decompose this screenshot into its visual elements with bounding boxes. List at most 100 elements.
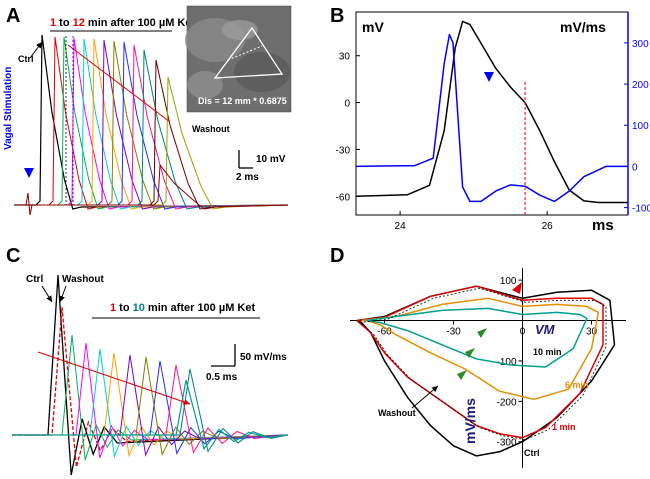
panel-c-trend-arrow (37, 351, 191, 405)
panel-c-trace-8 (12, 364, 289, 454)
panel-b-left-unit: mV (362, 19, 384, 35)
panel-a-title-rest: min after 100 µM Ket (85, 17, 196, 29)
panel-a-vagal-label: Vagal Stimulation (3, 67, 14, 150)
panel-b-ytick-left-label: 0 (344, 99, 350, 110)
panel-c-trace-10 (12, 379, 289, 451)
panel-a-trace-10 (14, 49, 289, 210)
panel-a-trace-small (14, 163, 289, 210)
panel-a-title-start: 1 (50, 17, 56, 29)
panel-d-series-10-min (365, 307, 588, 368)
panel-d-xtick-label: 30 (586, 327, 598, 338)
panel-d-xtick-label: -60 (377, 327, 392, 338)
panel-a-trace-1 (14, 36, 289, 210)
inset-triangle (213, 26, 284, 79)
panel-d-ytick-label: -300 (496, 438, 516, 449)
panel-c-trace-7 (12, 360, 289, 455)
panel-c-trace-5 (12, 354, 289, 457)
panel-a-washout-line (67, 44, 171, 123)
panel-a-trace-2 (14, 36, 289, 210)
panel-b-ytick-left-label: -30 (336, 145, 351, 156)
panel-b-letter: B (330, 5, 344, 27)
panel-d-series-6-min (361, 297, 600, 401)
panel-b-xtick-label: 24 (395, 221, 407, 232)
panel-c-trace-9 (12, 368, 289, 453)
panel-d-y-label: mV/ms (462, 398, 478, 444)
panel-d-x-label: VM (535, 322, 556, 337)
panel-b-series-0 (355, 20, 628, 204)
panel-a-trace-6 (14, 39, 289, 210)
panel-d-letter: D (330, 245, 344, 267)
panel-b-ytick-left-label: 30 (339, 52, 351, 63)
panel-c-ctrl-arrow (41, 285, 53, 303)
panel-a-scale-t-label: 2 ms (236, 172, 259, 183)
panel-a-trace-7 (14, 40, 289, 210)
panel-d-xtick-label: -30 (446, 327, 461, 338)
panel-d-marker-green-2 (465, 348, 475, 358)
panel-b-marker (484, 72, 494, 82)
panel-c-title-end: 10 (133, 302, 145, 314)
panel-c-trace-2 (12, 342, 289, 459)
panel-c-title-mid: to (116, 302, 133, 314)
panel-a-traces (14, 34, 289, 216)
panel-a-title-end: 12 (73, 17, 85, 29)
panel-d-ytick-label: -200 (496, 397, 516, 408)
panel-b-ytick-right-label: -100 (632, 204, 650, 215)
panel-d-ytick-label: 100 (500, 276, 517, 287)
panel-c-scale-v-label: 50 mV/ms (240, 352, 287, 363)
panel-a-stim-artifact (25, 192, 33, 216)
panel-d-label-ctrl: Ctrl (524, 448, 540, 458)
panel-a-trace-5 (14, 38, 289, 210)
inset-photo: Dis = 12 mm * 0.6875 (185, 5, 292, 113)
panel-c-title-rest: min after 100 µM Ket (145, 302, 256, 314)
panel-b-x-unit: ms (592, 217, 614, 234)
panel-a-trace-9 (14, 44, 289, 210)
panel-a-trace-8 (14, 41, 289, 210)
panel-d-x-label-text: VM (535, 322, 556, 337)
panel-d-label-1min: 1 min (552, 422, 576, 432)
panel-a-trace-3 (14, 37, 289, 210)
panel-d-label-6min: 6 min (565, 380, 589, 390)
panel-a-scale-v-label: 10 mV (256, 154, 286, 165)
panel-b-ytick-right-label: 100 (632, 121, 649, 132)
panel-a-washout-label: Washout (192, 124, 230, 134)
panel-a-vagal-marker (24, 168, 34, 178)
panel-b-right-unit: mV/ms (560, 19, 606, 35)
panel-b-frame (355, 11, 629, 216)
panel-d-xtick-label: 0 (520, 327, 526, 338)
panel-d-label-10min: 10 min (533, 347, 562, 357)
panel-a-ctrl-label: Ctrl (18, 54, 34, 64)
panel-a-trace-12 (14, 76, 289, 210)
panel-c-title: 1 to 10 min after 100 µM Ket (110, 302, 255, 314)
panel-d-label-washout: Washout (378, 408, 416, 418)
panel-d-ytick-label: -100 (496, 357, 516, 368)
panel-a-ctrl-arrow (29, 41, 43, 59)
panel-d-washout-arrow (411, 385, 439, 409)
panel-d-marker-red (512, 282, 522, 294)
panel-a-letter: A (6, 5, 20, 27)
panel-a: A 1 to 12 min after 100 µM Ket Dis = 12 … (3, 5, 292, 216)
panel-b-ytick-right-label: 300 (632, 39, 649, 50)
panel-a-title: 1 to 12 min after 100 µM Ket (50, 17, 195, 29)
panel-a-title-mid: to (56, 17, 73, 29)
panel-c-trace-3 (12, 348, 289, 459)
panel-b-series-1 (355, 33, 628, 203)
panel-c-title-start: 1 (110, 302, 116, 314)
panel-a-trace-11 (14, 59, 289, 210)
panel-c-washout-arrow (59, 285, 67, 303)
panel-b-ytick-right-label: 200 (632, 80, 649, 91)
panel-b-ytick-left-label: -60 (336, 192, 351, 203)
panel-c-ctrl-label: Ctrl (26, 274, 43, 285)
panel-d-washout-dotted (359, 287, 607, 441)
panel-c-washout-label: Washout (62, 274, 105, 285)
panel-c: C Ctrl Washout 1 to 10 min after 100 µM … (6, 245, 289, 476)
panel-b-xtick-label: 26 (542, 221, 554, 232)
panel-b-ytick-right-label: 0 (632, 162, 638, 173)
panel-d-marker-green-1 (477, 328, 487, 338)
panel-a-trace-4 (14, 38, 289, 210)
panel-c-trace-4 (12, 352, 289, 458)
